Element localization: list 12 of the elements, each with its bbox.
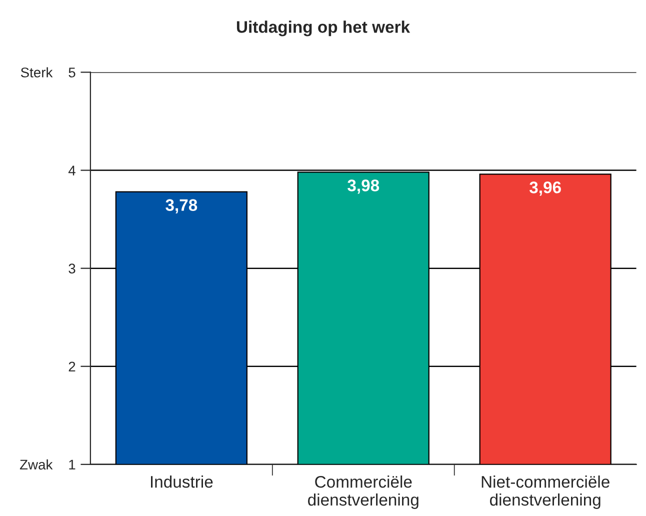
chart-title: Uitdaging op het werk xyxy=(236,20,410,36)
x-tick-label: Niet-commerciële dienstverlening xyxy=(482,476,610,509)
x-tick-label: Commerciële dienstverlening xyxy=(308,476,418,509)
y-tick-label: 3 xyxy=(68,264,76,274)
data-label: 3,78 xyxy=(166,199,198,214)
y-tick-label: 4 xyxy=(68,166,76,176)
y-tick-label: 2 xyxy=(68,362,76,372)
data-label: 3,96 xyxy=(529,182,561,196)
data-label: 3,98 xyxy=(348,180,380,194)
y-tick-label: Zwak 1 xyxy=(20,459,76,470)
x-tick-label: Industrie xyxy=(151,476,213,488)
y-tick-label: Sterk 5 xyxy=(20,67,76,78)
